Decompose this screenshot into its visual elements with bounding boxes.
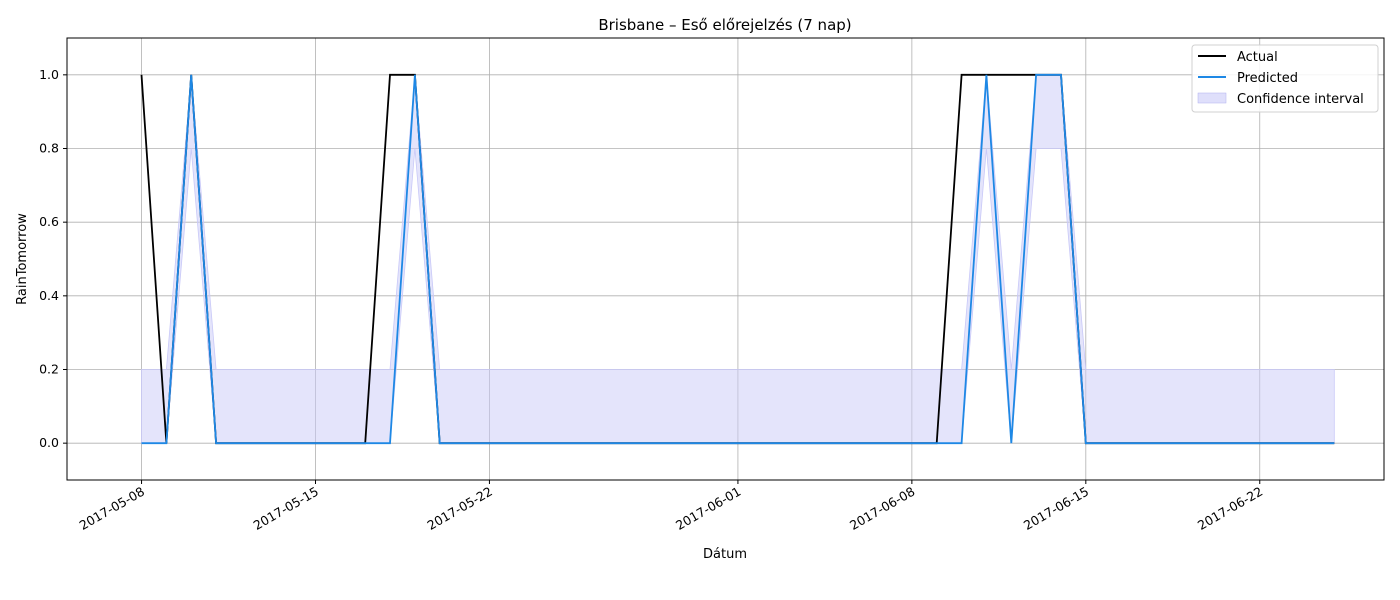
y-axis-ticks: 0.0 0.2 0.4 0.6 0.8 1.0 — [39, 67, 67, 450]
series-line-predicted — [141, 73, 1335, 445]
plot-frame — [66, 37, 1385, 481]
legend-label-predicted: Predicted — [1237, 71, 1298, 86]
y-tick-label: 1.0 — [39, 67, 59, 82]
y-tick-label: 0.6 — [39, 214, 59, 229]
legend-swatch-ci — [1197, 92, 1227, 104]
y-axis-label: RainTomorrow — [15, 213, 30, 305]
series-layer — [140, 73, 1335, 445]
y-tick-label: 0.0 — [39, 435, 59, 450]
x-axis-label: Dátum — [703, 547, 747, 562]
y-tick-label: 0.8 — [39, 141, 59, 156]
legend-box — [1191, 44, 1379, 113]
legend-label-ci: Confidence interval — [1237, 92, 1364, 107]
y-tick-label: 0.2 — [39, 362, 59, 377]
chart-title: Brisbane – Eső előrejelzés (7 nap) — [598, 16, 851, 34]
legend: Actual Predicted Confidence interval — [1191, 44, 1379, 113]
legend-label-actual: Actual — [1237, 50, 1278, 65]
y-tick-label: 0.4 — [39, 288, 59, 303]
